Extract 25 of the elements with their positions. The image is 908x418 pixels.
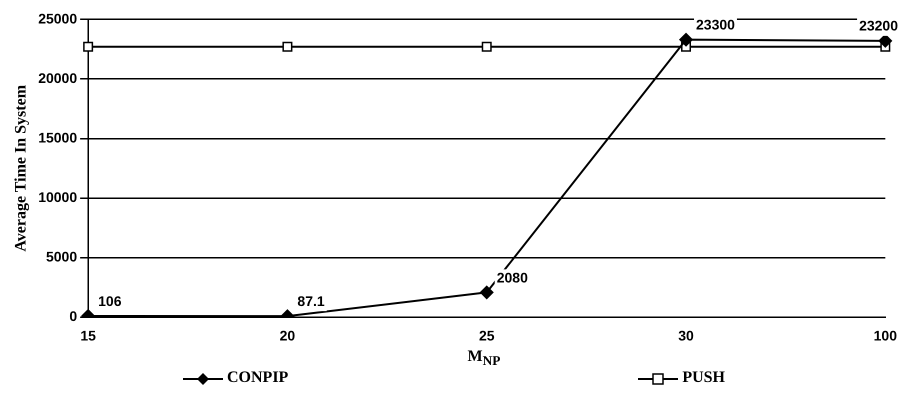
legend-label: CONPIP — [226, 369, 288, 388]
data-label: 2080 — [496, 269, 528, 286]
y-tick-label: 25000 — [38, 10, 78, 26]
point — [482, 42, 492, 52]
point — [878, 34, 892, 48]
point — [679, 32, 693, 46]
y-tick-label: 10000 — [38, 188, 78, 205]
data-label: 87.1 — [297, 293, 325, 310]
y-tick-label: 5000 — [46, 248, 78, 264]
data-label: 23300 — [696, 16, 736, 33]
data-label: 106 — [98, 292, 122, 309]
data-label: 23200 — [859, 18, 898, 34]
y-axis-title: Average Time In System — [12, 84, 30, 252]
x-tick-label: 15 — [80, 327, 96, 344]
y-tick-label: 0 — [69, 308, 78, 324]
x-tick-label: 100 — [874, 327, 898, 344]
y-tick-label: 15000 — [38, 129, 78, 146]
y-tick-label: 20000 — [38, 70, 78, 86]
x-tick-label: 30 — [678, 327, 694, 344]
x-tick-label: 20 — [280, 327, 296, 344]
legend-label: PUSH — [681, 369, 725, 388]
point — [282, 42, 292, 52]
point — [83, 42, 94, 52]
x-tick-label: 25 — [478, 327, 495, 344]
x-axis-title: M$_{NP}$ — [466, 348, 502, 370]
